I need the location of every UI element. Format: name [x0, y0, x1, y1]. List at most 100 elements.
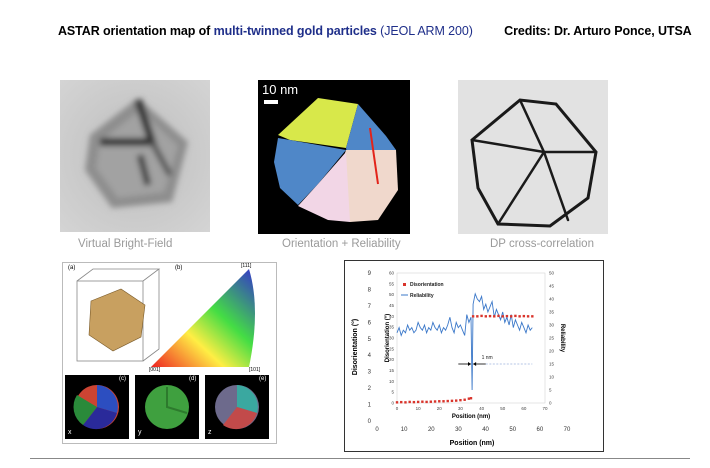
disorientation-point — [497, 314, 500, 318]
outer-x-tick: 30 — [455, 427, 462, 433]
disorientation-point — [518, 315, 521, 318]
right-y-tick: 30 — [549, 323, 555, 328]
right-y-tick: 40 — [549, 297, 555, 302]
disorientation-point — [421, 400, 424, 403]
inner-y-tick: 0 — [391, 401, 394, 406]
disorientation-point — [467, 397, 471, 400]
outer-y-tick: 5 — [368, 337, 372, 343]
outer-y-tick: 8 — [368, 287, 372, 293]
title-part1: ASTAR orientation map of — [58, 24, 211, 38]
label-c: (c) — [119, 376, 126, 382]
outer-x-tick: 50 — [509, 427, 516, 433]
outer-x-label: Position (nm) — [450, 440, 495, 447]
annotation-1nm: 1 nm — [482, 355, 493, 361]
disorientation-point — [429, 400, 433, 403]
disorientation-point — [471, 315, 475, 318]
outer-y-tick: 2 — [368, 386, 372, 392]
right-y-tick: 20 — [549, 349, 555, 354]
inner-x-tick: 40 — [479, 406, 485, 411]
right-y-tick: 10 — [549, 375, 555, 380]
disorientation-point — [501, 315, 504, 318]
outer-y-tick: 9 — [368, 271, 372, 277]
inner-y-tick: 40 — [389, 314, 395, 319]
outer-y-tick: 7 — [368, 304, 372, 310]
label-b: (b) — [175, 265, 183, 271]
title-part3: (JEOL ARM 200) — [380, 24, 473, 38]
cross-correlation-caption: DP cross-correlation — [490, 238, 594, 250]
inner-y-tick: 45 — [389, 303, 395, 308]
disorientation-point — [531, 315, 534, 318]
outer-y-label: Disorientation (°) — [351, 319, 359, 375]
axis-y-label: y — [138, 429, 142, 436]
reliability-line — [396, 292, 533, 391]
inner-plot-frame — [396, 272, 546, 404]
right-y-tick: 5 — [549, 388, 552, 393]
disorientation-point — [463, 398, 466, 401]
right-y-tick: 50 — [549, 271, 555, 276]
bottom-divider — [30, 458, 690, 459]
inner-y-tick: 55 — [389, 281, 395, 286]
inner-x-tick: 50 — [500, 406, 506, 411]
disorientation-point — [480, 314, 483, 318]
disorientation-point — [400, 400, 403, 404]
outer-x-tick: 20 — [428, 427, 435, 433]
bright-field-image — [60, 80, 210, 232]
inner-x-tick: 10 — [416, 406, 422, 411]
legend-disorientation: Disorientation — [410, 282, 444, 288]
outer-y-tick: 1 — [368, 403, 372, 409]
legend-disorientation-marker — [403, 283, 406, 286]
ipf-figure: (a) (b) [111] [001] [101] (c) (d) (e) x … — [62, 262, 277, 444]
inner-y-tick: 60 — [389, 271, 395, 276]
disorientation-chart: 1 nm 0 10 20 30 40 50 60 70 0 1 2 3 4 5 6 7 8 9 Position (… — [344, 260, 604, 452]
inner-y-tick: 15 — [389, 368, 395, 373]
inner-x-label: Position (nm) — [452, 414, 490, 420]
disorientation-point — [488, 314, 492, 318]
orientation-scale-label: 10 nm — [262, 82, 299, 97]
right-y-tick: 0 — [549, 401, 552, 406]
disorientation-point — [459, 398, 462, 402]
annotation-arrowhead-right — [473, 362, 477, 366]
label-d: (d) — [189, 376, 197, 382]
orientation-map-image: 10 nm — [258, 80, 410, 234]
axis-z-label: z — [208, 429, 212, 436]
disorientation-point — [442, 400, 445, 403]
outer-y-tick: 0 — [368, 419, 372, 425]
right-y-label: Reliability — [559, 324, 565, 353]
disorientation-point — [522, 314, 526, 318]
disorientation-point — [433, 400, 437, 403]
disorientation-point — [450, 399, 454, 403]
outer-y-tick: 6 — [368, 320, 372, 326]
inner-y-tick: 10 — [389, 379, 395, 384]
disorientation-point — [526, 315, 530, 318]
disorientation-point — [484, 315, 487, 318]
ipf-label-101: [101] — [249, 367, 261, 373]
annotation-arrowhead-left — [468, 362, 471, 366]
right-y-tick: 25 — [549, 336, 555, 341]
disorientation-point — [469, 397, 473, 400]
inner-y-tick: 20 — [389, 357, 395, 362]
legend-reliability: Reliability — [410, 293, 434, 299]
ipf-label-111: [111] — [241, 263, 252, 269]
disorientation-point — [395, 401, 399, 404]
outer-x-tick: 40 — [482, 427, 489, 433]
right-y-tick: 35 — [549, 310, 555, 315]
inner-y-tick: 35 — [389, 325, 395, 330]
cross-correlation-image — [458, 80, 608, 234]
disorientation-point — [425, 400, 428, 404]
right-y-tick: 45 — [549, 284, 555, 289]
disorientation-point — [493, 315, 496, 318]
inner-x-tick: 70 — [542, 406, 548, 411]
axis-x-label: x — [68, 429, 72, 436]
disorientation-point — [438, 400, 441, 403]
inner-y-tick: 25 — [389, 346, 395, 351]
right-y-tick: 15 — [549, 362, 555, 367]
disorientation-point — [446, 399, 449, 403]
label-e: (e) — [259, 376, 267, 382]
label-a: (a) — [68, 265, 76, 271]
page-title: ASTAR orientation map of multi-twinned g… — [58, 24, 692, 38]
disorientation-point — [404, 401, 407, 404]
outer-x-tick: 10 — [401, 427, 408, 433]
disorientation-point — [416, 400, 420, 404]
title-part2: multi-twinned gold particles — [213, 24, 377, 38]
inner-x-tick: 0 — [396, 406, 399, 411]
